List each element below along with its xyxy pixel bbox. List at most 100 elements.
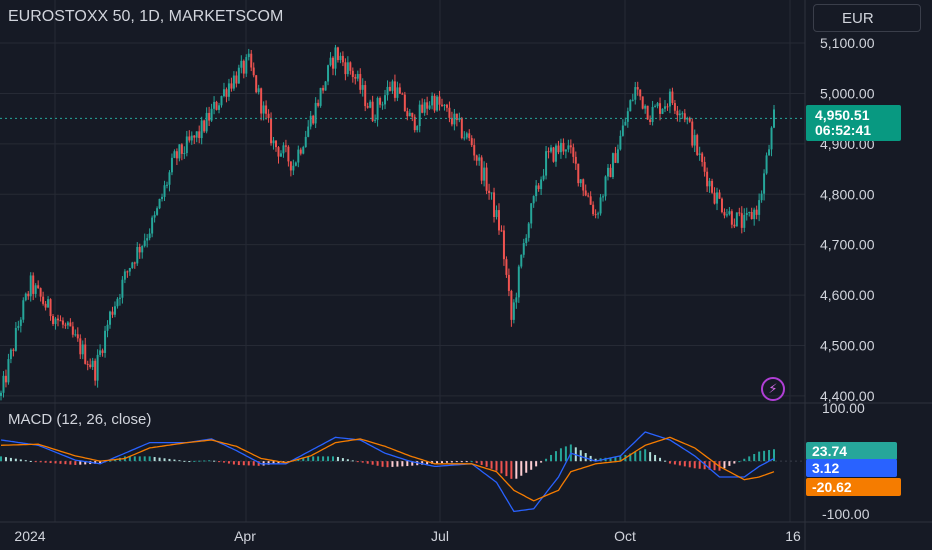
candle-body bbox=[507, 274, 510, 291]
macd-histogram-bar bbox=[584, 453, 587, 462]
candle-body bbox=[227, 83, 230, 97]
time-tick-label: 2024 bbox=[14, 528, 45, 544]
candle-body bbox=[143, 240, 146, 246]
macd-histogram-bar bbox=[14, 458, 17, 462]
candle-body bbox=[636, 87, 639, 90]
candle-body bbox=[765, 155, 768, 174]
candle-body bbox=[564, 149, 567, 152]
candle-body bbox=[208, 112, 211, 121]
macd-histogram-bar bbox=[267, 461, 270, 465]
candle-body bbox=[312, 115, 315, 124]
macd-histogram-bar bbox=[678, 461, 681, 466]
macd-histogram-bar bbox=[589, 455, 592, 462]
candle-body bbox=[39, 288, 42, 297]
candle-body bbox=[210, 108, 213, 121]
price-axis: 5,100.005,000.004,900.004,800.004,700.00… bbox=[820, 35, 875, 522]
candle-body bbox=[136, 246, 139, 264]
candle-body bbox=[104, 330, 107, 353]
macd-histogram-bar bbox=[520, 461, 523, 476]
candle-body bbox=[760, 193, 763, 201]
candle-body bbox=[267, 113, 270, 118]
candle-body bbox=[582, 179, 585, 191]
candle-body bbox=[76, 334, 79, 339]
candle-body bbox=[418, 104, 421, 127]
candle-body bbox=[398, 87, 401, 94]
candle-body bbox=[686, 118, 689, 120]
macd-histogram-bar bbox=[510, 461, 513, 479]
candle-body bbox=[649, 119, 652, 122]
candle-body bbox=[354, 76, 357, 79]
candle-body bbox=[322, 87, 325, 91]
candle-body bbox=[158, 198, 161, 209]
candle-body bbox=[634, 87, 637, 100]
candle-body bbox=[170, 157, 173, 173]
macd-histogram-bar bbox=[708, 461, 711, 470]
macd-histogram-bar bbox=[54, 461, 57, 464]
candle-body bbox=[250, 53, 253, 68]
macd-histogram-bar bbox=[99, 461, 102, 464]
macd-histogram-bar bbox=[218, 461, 221, 463]
candle-body bbox=[349, 62, 352, 71]
candle-body bbox=[165, 184, 168, 186]
macd-histogram-bar bbox=[391, 461, 394, 467]
macd-tick-label: 100.00 bbox=[822, 400, 865, 416]
macd-histogram-bar bbox=[495, 461, 498, 471]
candle-body bbox=[706, 171, 709, 187]
macd-histogram-bar bbox=[381, 461, 384, 467]
macd-histogram-bar bbox=[564, 446, 567, 462]
candle-body bbox=[626, 111, 629, 122]
candle-body bbox=[270, 117, 273, 144]
candle-body bbox=[54, 318, 57, 324]
candle-body bbox=[384, 95, 387, 105]
lightning-icon[interactable]: ⚡ bbox=[761, 377, 785, 401]
macd-histogram-bar bbox=[441, 461, 444, 464]
candle-body bbox=[297, 149, 300, 163]
price-tick-label: 4,700.00 bbox=[820, 237, 875, 253]
macd-histogram-bar bbox=[317, 456, 320, 462]
candle-body bbox=[488, 190, 491, 193]
macd-histogram-bar bbox=[401, 461, 404, 467]
candle-body bbox=[334, 47, 337, 69]
candle-body bbox=[265, 105, 268, 114]
candle-body bbox=[671, 91, 674, 104]
candle-body bbox=[374, 119, 377, 121]
candle-body bbox=[198, 131, 201, 139]
candle-body bbox=[773, 109, 775, 128]
candle-body bbox=[128, 267, 131, 272]
candle-body bbox=[156, 208, 159, 215]
candle-body bbox=[131, 262, 134, 268]
candle-body bbox=[567, 145, 570, 150]
macd-histogram-bar bbox=[341, 458, 344, 462]
candle-body bbox=[421, 104, 424, 113]
price-tick-label: 4,500.00 bbox=[820, 338, 875, 354]
candle-body bbox=[621, 125, 624, 136]
candle-body bbox=[307, 126, 310, 137]
macd-histogram-bar bbox=[663, 460, 666, 462]
macd-histogram-bar bbox=[550, 454, 553, 462]
candle-body bbox=[431, 95, 434, 106]
macd-histogram-bar bbox=[24, 460, 27, 462]
candle-body bbox=[604, 176, 607, 197]
macd-histogram-bar bbox=[208, 460, 211, 462]
macd-histogram-bar bbox=[84, 461, 87, 465]
macd-histogram-bar bbox=[331, 456, 334, 462]
macd-histogram-bar bbox=[614, 456, 617, 462]
candle-body bbox=[317, 102, 320, 106]
candle-body bbox=[205, 112, 208, 132]
candle-body bbox=[0, 392, 2, 396]
candle-body bbox=[123, 271, 126, 280]
macd-histogram-bar bbox=[351, 460, 354, 462]
candle-body bbox=[121, 279, 124, 298]
candle-body bbox=[309, 115, 312, 127]
candle-body bbox=[696, 135, 699, 155]
candle-body bbox=[195, 131, 198, 138]
macd-histogram-bar bbox=[540, 461, 543, 463]
price-tick-label: 4,800.00 bbox=[820, 186, 875, 202]
candle-body bbox=[473, 145, 476, 156]
candle-body bbox=[569, 145, 572, 148]
candle-body bbox=[168, 172, 171, 185]
currency-button[interactable]: EUR bbox=[813, 4, 921, 32]
candle-body bbox=[666, 106, 669, 108]
candle-body bbox=[215, 101, 218, 110]
candle-body bbox=[708, 180, 711, 187]
